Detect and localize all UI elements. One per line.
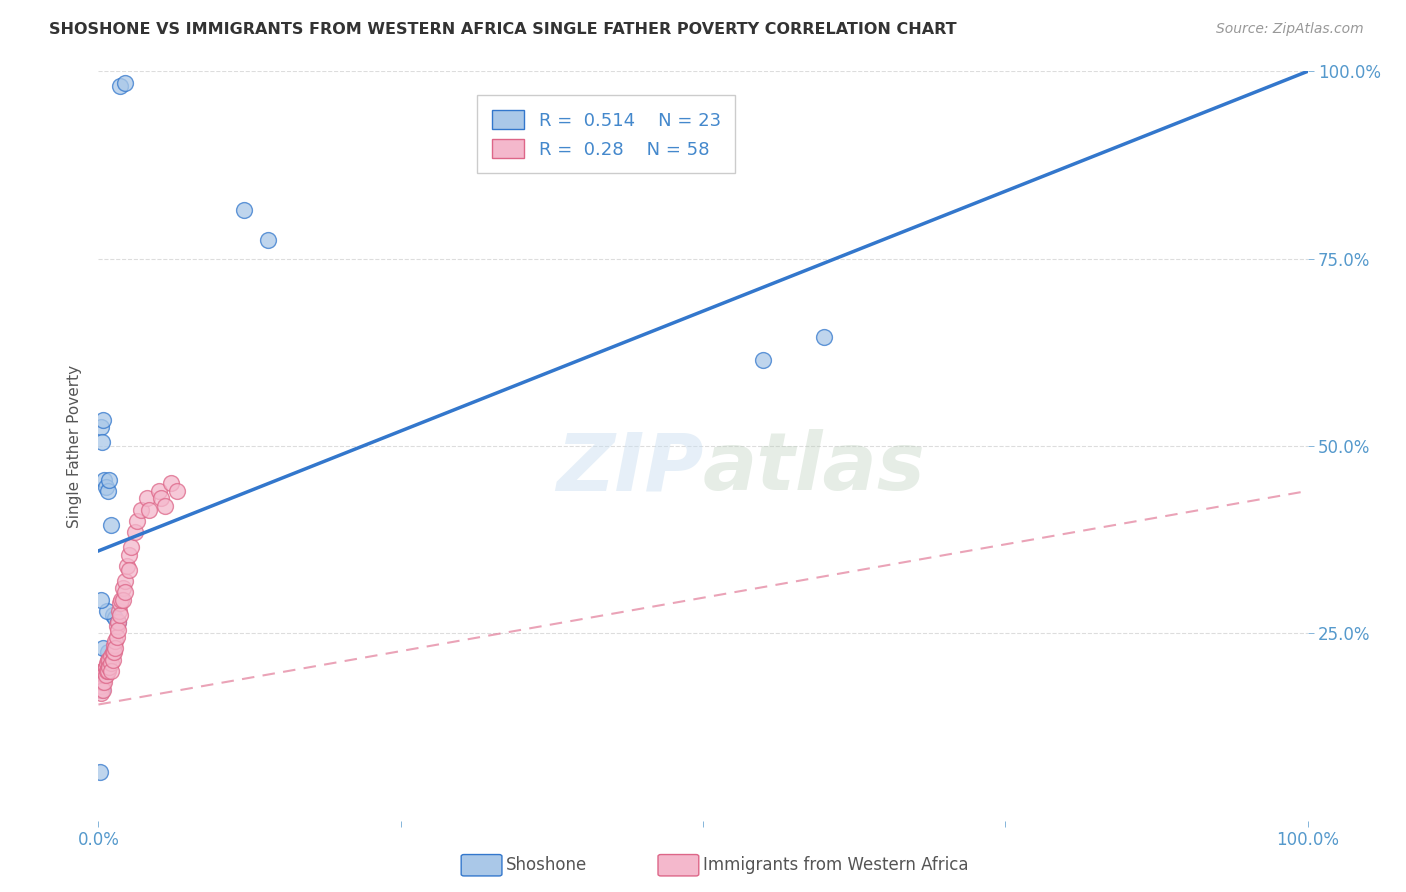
Point (114, 585, 136, 599)
Point (108, 607, 131, 622)
Point (93, 675, 115, 690)
Point (114, 574, 136, 588)
Point (108, 596, 131, 610)
Point (100, 648, 122, 663)
Point (108, 79, 131, 94)
Point (135, 491, 157, 506)
Point (101, 645, 124, 659)
Point (160, 476, 183, 491)
Point (256, 233, 278, 247)
Point (91, 641, 114, 656)
Point (150, 491, 173, 506)
Point (110, 592, 132, 607)
Point (91, 675, 114, 690)
Point (813, 330, 835, 344)
Point (127, 514, 149, 528)
Point (96, 604, 118, 618)
Text: Shoshone: Shoshone (506, 856, 588, 874)
Point (93, 667, 115, 681)
Point (100, 657, 122, 671)
Point (91, 667, 114, 681)
Text: atlas: atlas (703, 429, 925, 508)
Point (166, 483, 188, 498)
Point (89, 682, 111, 697)
Point (90, 671, 112, 685)
Point (91, 664, 114, 678)
Point (94, 660, 117, 674)
Point (91, 413, 114, 427)
Point (98, 660, 121, 674)
Point (232, 202, 254, 217)
Point (107, 623, 129, 637)
Text: Immigrants from Western Africa: Immigrants from Western Africa (703, 856, 969, 874)
Point (108, 604, 131, 618)
Point (111, 582, 134, 596)
Point (96, 657, 118, 671)
Point (138, 502, 160, 516)
Y-axis label: Single Father Poverty: Single Father Poverty (67, 365, 83, 527)
Point (98, 473, 121, 487)
Point (100, 517, 122, 532)
Point (107, 615, 129, 629)
Point (101, 652, 124, 666)
Point (100, 664, 122, 678)
Point (91, 675, 114, 690)
Point (103, 645, 125, 659)
Point (93, 664, 115, 678)
Point (97, 664, 120, 678)
Point (89, 764, 111, 779)
Point (118, 548, 141, 562)
Point (104, 611, 127, 625)
Point (117, 558, 139, 573)
Point (114, 76, 136, 90)
Point (105, 630, 128, 644)
Point (94, 667, 117, 681)
Text: ZIP: ZIP (555, 429, 703, 508)
Point (90, 686, 112, 700)
Point (118, 563, 141, 577)
Point (752, 352, 775, 367)
Point (153, 499, 176, 513)
Point (91, 667, 114, 681)
Point (107, 615, 129, 629)
Point (104, 641, 127, 656)
Point (90, 420, 112, 434)
Point (111, 592, 134, 607)
Point (90, 679, 112, 693)
Point (103, 638, 125, 652)
Point (97, 483, 120, 498)
Point (101, 607, 124, 622)
Text: SHOSHONE VS IMMIGRANTS FROM WESTERN AFRICA SINGLE FATHER POVERTY CORRELATION CHA: SHOSHONE VS IMMIGRANTS FROM WESTERN AFRI… (49, 22, 957, 37)
Point (148, 483, 170, 498)
Point (94, 480, 117, 494)
Point (98, 652, 121, 666)
Point (105, 619, 128, 633)
Point (120, 540, 142, 554)
Point (97, 652, 120, 666)
Point (90, 592, 112, 607)
Point (104, 633, 127, 648)
Point (89, 675, 111, 690)
Legend: R =  0.514    N = 23, R =  0.28    N = 58: R = 0.514 N = 23, R = 0.28 N = 58 (477, 95, 735, 173)
Point (96, 664, 118, 678)
Point (124, 525, 146, 540)
Point (89, 667, 111, 681)
Point (93, 473, 115, 487)
Point (91, 682, 114, 697)
Point (129, 502, 152, 516)
Text: Source: ZipAtlas.com: Source: ZipAtlas.com (1216, 22, 1364, 37)
Point (97, 645, 120, 659)
Point (91, 435, 114, 450)
Point (91, 682, 114, 697)
